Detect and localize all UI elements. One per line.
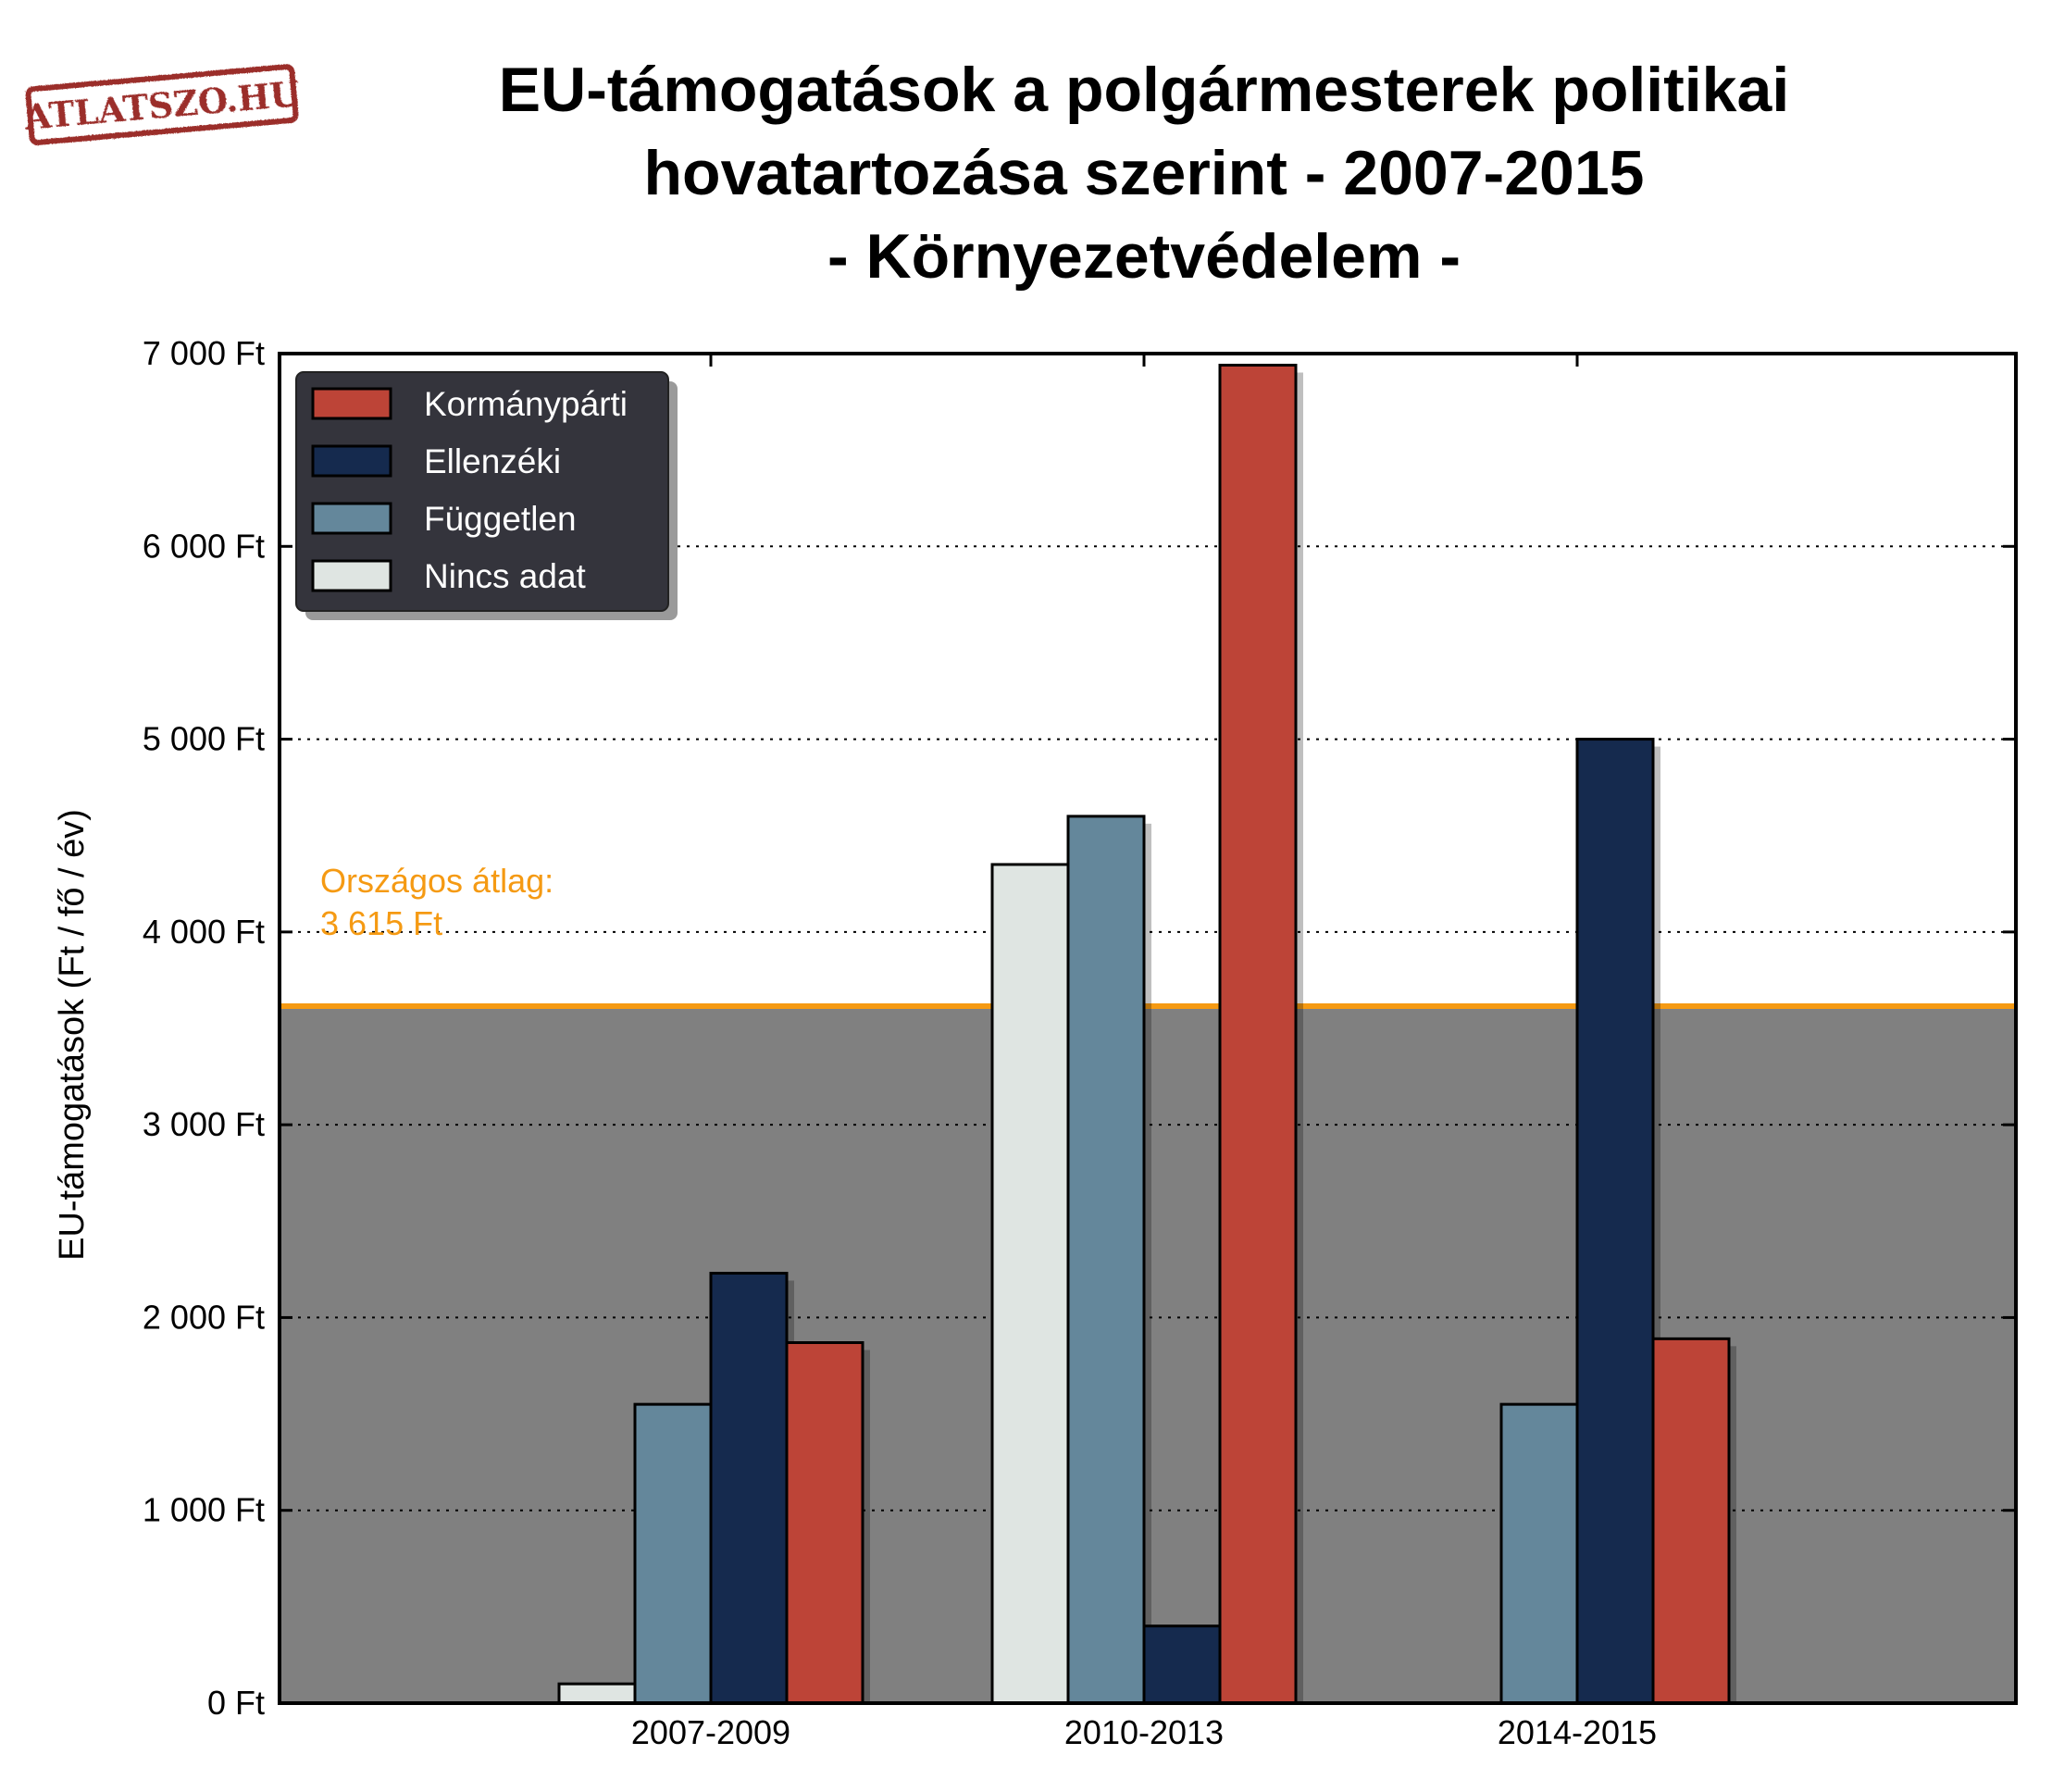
bar xyxy=(1499,1402,1579,1705)
legend-label: Ellenzéki xyxy=(424,442,561,480)
legend: Kormánypárti Ellenzéki Független Nincs adat xyxy=(295,371,678,620)
y-tick-label: 7 000 Ft xyxy=(143,334,265,372)
legend-swatch xyxy=(311,444,392,478)
plot-frame xyxy=(278,352,2018,1705)
x-tick-label: 2007-2009 xyxy=(631,1713,790,1751)
bar xyxy=(1142,1624,1222,1705)
title-line-2: hovatartozása szerint - 2007-2015 xyxy=(644,138,1645,208)
bar xyxy=(1066,815,1146,1705)
legend-label: Nincs adat xyxy=(424,557,587,595)
title-line-3: - Környezetvédelem - xyxy=(827,221,1461,292)
y-tick-label: 0 Ft xyxy=(207,1684,265,1722)
legend-label: Kormánypárti xyxy=(424,385,628,423)
average-label-line-2: 3 615 Ft xyxy=(320,904,442,942)
average-label-line-1: Országos átlag: xyxy=(320,862,553,900)
logo-text: ATLATSZO.HU xyxy=(22,73,302,138)
bar xyxy=(633,1402,713,1705)
legend-items: Kormánypárti Ellenzéki Független Nincs adat xyxy=(311,385,628,595)
x-tick-labels: 2007-2009 2010-2013 2014-2015 xyxy=(631,1713,1657,1751)
y-tick-label: 2 000 Ft xyxy=(143,1298,265,1336)
chart-title: EU-támogatások a polgármesterek politika… xyxy=(499,55,1789,292)
x-tick-label: 2010-2013 xyxy=(1064,1713,1224,1751)
bars xyxy=(557,363,1736,1705)
y-tick-label: 1 000 Ft xyxy=(143,1491,265,1529)
y-tick-labels: 0 Ft 1 000 Ft 2 000 Ft 3 000 Ft 4 000 Ft 5 00… xyxy=(143,334,265,1722)
y-tick-label: 4 000 Ft xyxy=(143,913,265,951)
x-tick-label: 2014-2015 xyxy=(1498,1713,1657,1751)
legend-box xyxy=(295,371,669,612)
bar xyxy=(785,1341,864,1705)
plot-area: Országos átlag: 3 615 Ft 0 Ft 1 000 Ft 2 0… xyxy=(143,334,2018,1751)
bar xyxy=(990,863,1070,1705)
y-tick-label: 5 000 Ft xyxy=(143,720,265,758)
legend-swatch xyxy=(311,387,392,420)
bar xyxy=(557,1682,637,1705)
y-axis-label: EU-támogatások (Ft / fő / év) xyxy=(53,809,92,1261)
title-line-1: EU-támogatások a polgármesterek politika… xyxy=(499,55,1789,125)
bar xyxy=(709,1272,789,1705)
average-label: Országos átlag: 3 615 Ft xyxy=(320,862,553,942)
bar xyxy=(1575,738,1655,1705)
atlatszo-logo: ATLATSZO.HU xyxy=(22,64,302,145)
logo-stamp-border xyxy=(25,64,299,145)
legend-swatch xyxy=(311,559,392,592)
axis-ticks xyxy=(280,352,2016,1705)
bar xyxy=(1651,1337,1731,1705)
y-tick-label: 3 000 Ft xyxy=(143,1105,265,1143)
y-tick-label: 6 000 Ft xyxy=(143,527,265,565)
legend-label: Független xyxy=(424,500,577,538)
bar xyxy=(1218,363,1298,1705)
legend-swatch xyxy=(311,502,392,535)
